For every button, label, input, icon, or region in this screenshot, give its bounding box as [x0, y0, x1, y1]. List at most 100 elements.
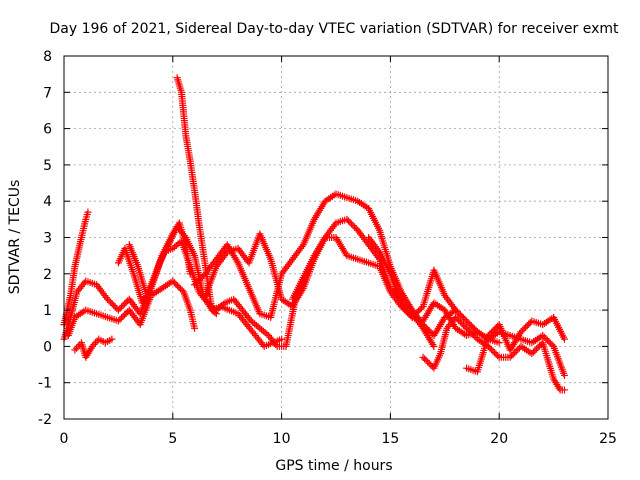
- x-axis-label: GPS time / hours: [275, 458, 392, 474]
- data-point: [508, 352, 516, 360]
- data-point: [175, 283, 183, 291]
- data-point: [410, 312, 418, 320]
- data-point: [469, 330, 477, 338]
- data-point: [539, 332, 547, 340]
- data-point: [489, 327, 497, 335]
- data-point: [495, 339, 503, 347]
- data-point: [191, 281, 199, 289]
- data-point: [506, 353, 514, 361]
- data-point: [411, 310, 419, 318]
- data-point: [560, 335, 568, 343]
- data-point: [346, 218, 354, 226]
- x-tick-label: 10: [273, 431, 291, 447]
- data-point: [531, 347, 539, 355]
- data-point: [467, 329, 475, 337]
- data-point: [560, 371, 568, 379]
- data-point: [511, 349, 519, 357]
- data-point: [417, 304, 425, 312]
- data-point: [194, 278, 202, 286]
- data-point: [105, 297, 113, 305]
- data-point: [486, 330, 494, 338]
- data-point: [351, 223, 359, 231]
- x-tick-label: 20: [490, 431, 508, 447]
- data-point: [121, 311, 129, 319]
- series-track-9: [201, 215, 438, 350]
- data-point: [71, 346, 79, 354]
- series-track-4: [71, 335, 116, 361]
- data-point: [192, 279, 200, 287]
- y-tick-label: 1: [43, 303, 52, 319]
- chart-title: Day 196 of 2021, Sidereal Day-to-day VTE…: [50, 21, 620, 37]
- data-point: [84, 208, 92, 216]
- data-point: [93, 337, 101, 345]
- x-tick-label: 15: [381, 431, 399, 447]
- data-point: [349, 222, 357, 230]
- data-point: [114, 317, 122, 325]
- data-point: [526, 319, 534, 327]
- data-point: [470, 325, 478, 333]
- data-point: [344, 217, 352, 225]
- data-point: [111, 303, 119, 311]
- data-point: [536, 342, 544, 350]
- series-track-11: [365, 234, 568, 379]
- grid: [64, 56, 608, 419]
- data-point: [108, 300, 116, 308]
- data-point: [430, 342, 438, 350]
- data-point: [452, 313, 460, 321]
- data-point: [119, 301, 127, 309]
- y-tick-label: 8: [43, 49, 52, 65]
- data-point: [514, 346, 522, 354]
- y-tick-label: 2: [43, 267, 52, 283]
- data-point: [560, 386, 568, 394]
- data-point: [413, 309, 421, 317]
- data-point: [427, 361, 435, 369]
- data-point: [520, 325, 528, 333]
- data-point: [453, 308, 461, 316]
- data-point: [408, 313, 416, 321]
- data-point: [464, 326, 472, 334]
- data-point: [459, 321, 467, 329]
- data-point: [414, 307, 422, 315]
- data-point: [466, 327, 474, 335]
- data-point: [348, 220, 356, 228]
- data-point: [172, 280, 180, 288]
- data-point: [470, 332, 478, 340]
- data-point: [108, 335, 116, 343]
- data-point: [464, 319, 472, 327]
- data-point: [455, 309, 463, 317]
- data-point: [121, 300, 129, 308]
- data-point: [198, 273, 206, 281]
- data-point: [173, 282, 181, 290]
- data-point: [177, 285, 185, 293]
- data-point: [116, 305, 124, 313]
- data-point: [343, 215, 351, 223]
- data-point: [528, 350, 536, 358]
- y-axis-label: SDTVAR / TECUs: [7, 180, 23, 295]
- series-track-13: [463, 313, 568, 376]
- data-point: [466, 320, 474, 328]
- data-point: [467, 322, 475, 330]
- y-tick-label: 6: [43, 122, 52, 138]
- data-point: [118, 314, 126, 322]
- data-point: [197, 274, 205, 282]
- data-point: [178, 286, 186, 294]
- data-point: [456, 311, 464, 319]
- data-point: [104, 295, 112, 303]
- data-point: [525, 320, 533, 328]
- data-point: [491, 325, 499, 333]
- y-tick-label: 3: [43, 231, 52, 247]
- data-point: [545, 338, 553, 346]
- data-point: [509, 350, 517, 358]
- data-point: [487, 346, 495, 354]
- data-point: [533, 345, 541, 353]
- data-point: [459, 314, 467, 322]
- data-point: [116, 315, 124, 323]
- data-point: [519, 326, 527, 334]
- data-point: [512, 347, 520, 355]
- data-point: [118, 303, 126, 311]
- data-point: [424, 358, 432, 366]
- data-point: [119, 312, 127, 320]
- data-point: [416, 306, 424, 314]
- y-tick-label: -1: [38, 376, 52, 392]
